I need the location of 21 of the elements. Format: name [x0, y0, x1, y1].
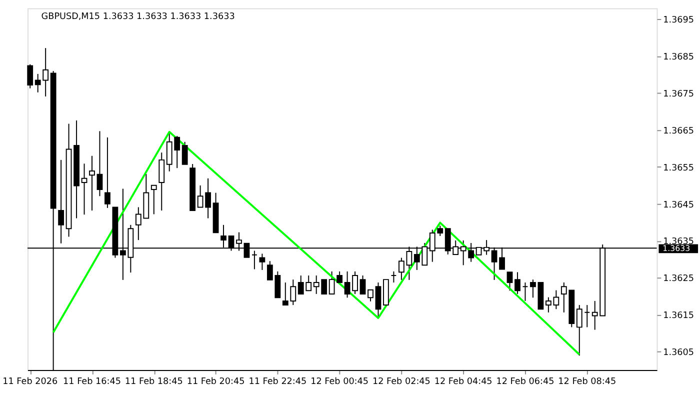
x-tick-label: 12 Feb 06:45 [496, 376, 554, 387]
x-tick-label: 12 Feb 08:45 [558, 376, 616, 387]
ref-line-label: 1.3633 [662, 244, 690, 254]
x-tick-label: 11 Feb 20:45 [186, 376, 245, 387]
x-tick-label: 12 Feb 00:45 [310, 376, 369, 387]
y-tick-label: 1.3615 [663, 311, 694, 322]
x-tick-label: 11 Feb 16:45 [63, 376, 121, 387]
y-tick-label: 1.3655 [663, 163, 694, 174]
y-tick-label: 1.3605 [663, 348, 694, 358]
y-tick-label: 1.3675 [663, 90, 694, 100]
chart-title: GBPUSD,M15 1.3633 1.3633 1.3633 1.3633 [41, 12, 235, 22]
y-tick-label: 1.3685 [663, 52, 694, 63]
x-tick-label: 12 Feb 02:45 [372, 376, 430, 387]
x-tick-label: 11 Feb 18:45 [124, 376, 183, 387]
x-tick-label: 11 Feb 2026 [2, 376, 58, 387]
y-tick-label: 1.3695 [663, 16, 694, 26]
y-tick-label: 1.3625 [663, 274, 694, 284]
y-tick-label: 1.3645 [663, 200, 694, 210]
y-tick-label: 1.3665 [663, 126, 694, 136]
x-tick-label: 11 Feb 22:45 [248, 376, 307, 387]
x-tick-label: 12 Feb 04:45 [434, 376, 492, 387]
